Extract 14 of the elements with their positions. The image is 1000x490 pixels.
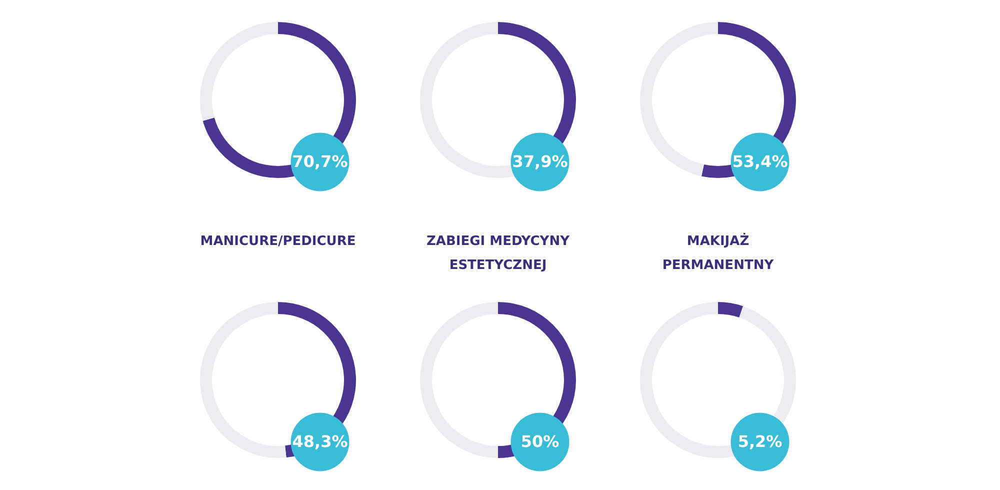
- donut-slice: [718, 302, 744, 318]
- text: MANICURE/PEDICURE: [200, 234, 356, 249]
- text: 5,2%: [738, 432, 782, 451]
- text: 50%: [520, 432, 560, 451]
- text: 48,3%: [292, 432, 348, 451]
- text: MAKIJAŻ PERMANENTNY: [662, 232, 774, 273]
- text: 70,7%: [292, 152, 348, 171]
- donut-slice: [640, 22, 718, 176]
- text: ZABIEGI MEDYCYNY ESTETYCZNEJ: [426, 234, 570, 273]
- text: 53,4%: [732, 152, 788, 171]
- text: 37,9%: [512, 152, 568, 171]
- donut-slice: [200, 22, 278, 121]
- donut-slice: [420, 302, 498, 458]
- donut-slice: [200, 302, 286, 458]
